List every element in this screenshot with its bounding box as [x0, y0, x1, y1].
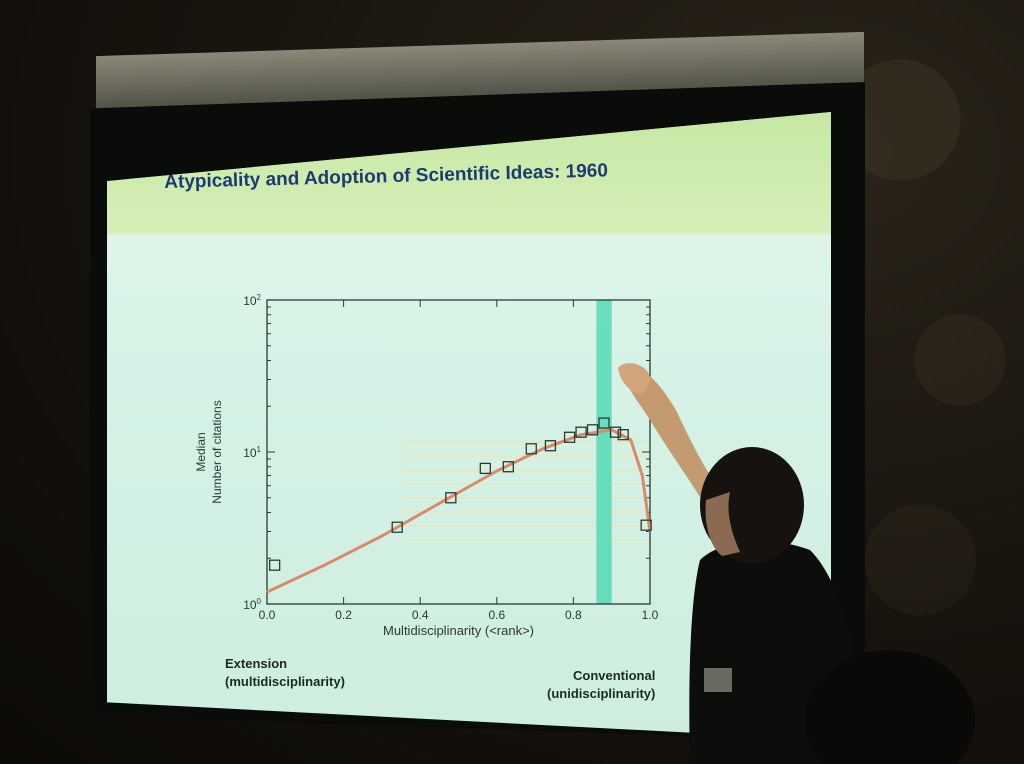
data-point — [391, 521, 403, 533]
presenter-hand — [618, 363, 650, 394]
y-tick-label: 102 — [243, 293, 261, 308]
y-axis-label-line2: Number of citations — [210, 400, 224, 503]
conventional-label: Conventional (unidisciplinarity) — [547, 667, 655, 703]
data-point — [563, 431, 576, 443]
data-point — [445, 492, 457, 504]
extension-label: Extension (multidisciplinarity) — [225, 655, 345, 691]
x-tick-label: 0.8 — [565, 608, 582, 622]
presenter-face — [705, 492, 740, 556]
data-point — [598, 417, 610, 429]
highlight-band — [596, 300, 612, 604]
data-point — [525, 443, 537, 455]
data-point — [609, 426, 622, 438]
y-tick-label: 100 — [243, 597, 261, 612]
extension-label-line2: (multidisciplinarity) — [225, 674, 345, 689]
data-point — [269, 559, 281, 571]
audience-head-shadow — [805, 650, 975, 764]
x-tick-label: 0.0 — [259, 608, 276, 622]
extension-label-line1: Extension — [225, 656, 288, 671]
data-point — [640, 519, 652, 531]
x-tick-label: 1.0 — [642, 608, 659, 622]
y-axis-label-line1: Median — [194, 432, 208, 471]
x-tick-label: 0.6 — [488, 608, 505, 622]
conventional-label-line1: Conventional — [573, 668, 656, 683]
data-point — [617, 429, 629, 441]
citation-chart: 0.0 0.2 0.4 0.6 0.8 1.0 100 101 102 Multidiscipli… — [194, 293, 659, 638]
x-tick-label: 0.4 — [412, 608, 429, 622]
y-tick-label: 101 — [243, 445, 261, 460]
x-tick-label: 0.2 — [335, 608, 352, 622]
fit-curve — [266, 428, 652, 594]
name-badge — [704, 668, 732, 692]
x-axis-label: Multidisciplinarity (<rank>) — [383, 623, 534, 638]
data-point — [575, 426, 587, 438]
data-point — [586, 424, 599, 436]
data-point — [479, 462, 491, 475]
presenter-arm — [626, 369, 720, 505]
data-point — [544, 440, 557, 452]
data-point — [502, 461, 514, 473]
conventional-label-line2: (unidisciplinarity) — [547, 686, 656, 701]
